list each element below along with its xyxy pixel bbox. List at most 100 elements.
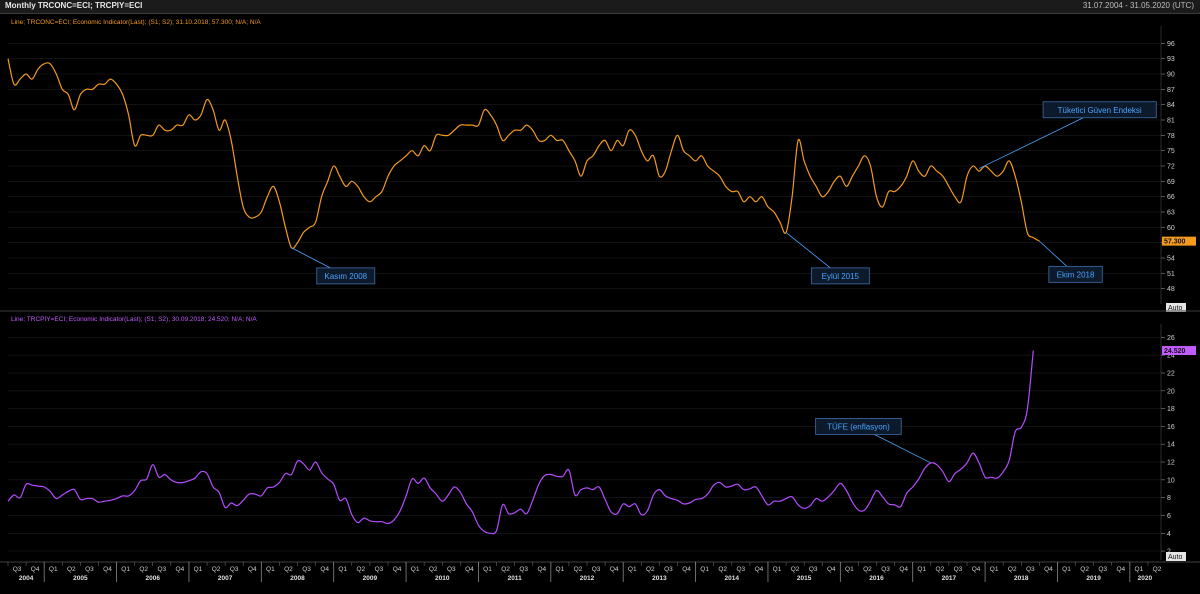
x-quarter-label: Q3 <box>881 566 890 573</box>
x-quarter-label: Q1 <box>338 566 347 573</box>
x-quarter-label: Q2 <box>936 566 945 573</box>
x-quarter-label: Q4 <box>103 566 112 573</box>
y-tick-label: 66 <box>1167 194 1175 201</box>
x-quarter-label: Q1 <box>556 566 565 573</box>
x-quarter-label: Q4 <box>537 566 546 573</box>
x-quarter-label: Q3 <box>85 566 94 573</box>
x-quarter-label: Q2 <box>574 566 583 573</box>
x-year-label: 2007 <box>218 575 233 582</box>
x-quarter-label: Q1 <box>700 566 709 573</box>
x-quarter-label: Q3 <box>230 566 239 573</box>
x-quarter-label: Q3 <box>1098 566 1107 573</box>
x-quarter-label: Q3 <box>809 566 818 573</box>
x-quarter-label: Q2 <box>212 566 221 573</box>
x-quarter-label: Q2 <box>718 566 727 573</box>
x-quarter-label: Q2 <box>429 566 438 573</box>
y-tick-label: 90 <box>1167 72 1175 79</box>
annotation-box[interactable] <box>1048 265 1103 283</box>
x-quarter-label: Q3 <box>592 566 601 573</box>
x-year-label: 2018 <box>1014 575 1029 582</box>
x-year-label: 2006 <box>146 575 161 582</box>
x-quarter-label: Q3 <box>1026 566 1035 573</box>
y-tick-label: 60 <box>1167 225 1175 232</box>
chart-area[interactable]: Line; TRCONC=ECI; Economic Indicator(Las… <box>0 14 1200 594</box>
consumer-confidence-panel: Line; TRCONC=ECI; Economic Indicator(Las… <box>7 19 1196 312</box>
x-quarter-label: Q4 <box>682 566 691 573</box>
x-year-label: 2010 <box>435 575 450 582</box>
y-tick-label: 96 <box>1167 41 1175 48</box>
x-quarter-label: Q2 <box>501 566 510 573</box>
last-value-badge <box>1162 346 1196 356</box>
x-quarter-label: Q1 <box>917 566 926 573</box>
y-tick-label: 20 <box>1167 388 1175 395</box>
x-quarter-label: Q4 <box>465 566 474 573</box>
annotation-box[interactable] <box>810 267 870 285</box>
annotation-label: Eylül 2015 <box>822 272 860 281</box>
x-quarter-label: Q4 <box>393 566 402 573</box>
x-quarter-label: Q1 <box>121 566 130 573</box>
annotation-label: TÜFE (enflasyon) <box>827 422 890 431</box>
x-year-label: 2011 <box>508 575 522 582</box>
x-quarter-label: Q1 <box>990 566 999 573</box>
x-year-label: 2020 <box>1138 575 1153 582</box>
x-quarter-label: Q1 <box>628 566 637 573</box>
x-quarter-label: Q4 <box>31 566 40 573</box>
y-tick-label: 72 <box>1167 164 1175 171</box>
x-quarter-label: Q2 <box>1153 566 1162 573</box>
x-quarter-label: Q4 <box>899 566 908 573</box>
x-axis: Q3 Q4 Q1 Q2 Q3 Q4 Q1 Q2 Q3 Q4 Q1 Q2 Q3 Q4 Q1 Q2 Q3 Q4 Q1 Q2… <box>0 561 1200 582</box>
auto-scale-button[interactable] <box>1166 303 1186 312</box>
x-quarter-label: Q2 <box>357 566 366 573</box>
x-quarter-label: Q2 <box>139 566 148 573</box>
chart-background <box>0 14 1200 594</box>
grid <box>8 43 1160 289</box>
y-tick-label: 81 <box>1167 118 1175 125</box>
y-tick-label: 14 <box>1167 442 1175 449</box>
y-tick-label: 24 <box>1167 353 1175 360</box>
legend-consumer-confidence: Line; TRCONC=ECI; Economic Indicator(Las… <box>11 19 261 26</box>
x-quarter-label: Q4 <box>755 566 764 573</box>
y-tick-label: 8 <box>1167 495 1171 502</box>
x-quarter-label: Q1 <box>773 566 782 573</box>
x-quarter-label: Q4 <box>320 566 329 573</box>
annotation-label: Ekim 2018 <box>1057 270 1095 279</box>
x-quarter-label: Q2 <box>284 566 293 573</box>
annotation-box[interactable] <box>815 418 902 435</box>
y-tick-label: 48 <box>1167 286 1175 293</box>
annotations: Kasım 2008 Eylül 2015 Ekim 2018 Tüketici Gü… <box>291 101 1157 285</box>
annotation-label: Tüketici Güven Endeksi <box>1058 106 1142 115</box>
x-quarter-label: Q1 <box>845 566 854 573</box>
x-quarter-label: Q2 <box>1008 566 1017 573</box>
y-tick-label: 26 <box>1167 335 1175 342</box>
x-year-label: 2014 <box>725 575 740 582</box>
x-quarter-label: Q2 <box>646 566 655 573</box>
y-tick-label: 93 <box>1167 56 1175 63</box>
x-quarter-label: Q1 <box>194 566 203 573</box>
x-year-label: 2004 <box>19 575 34 582</box>
x-quarter-label: Q4 <box>176 566 185 573</box>
y-tick-label: 87 <box>1167 87 1175 94</box>
y-tick-label: 22 <box>1167 370 1175 377</box>
x-quarter-label: Q4 <box>972 566 981 573</box>
y-tick-label: 10 <box>1167 477 1175 484</box>
x-quarter-label: Q2 <box>863 566 872 573</box>
x-quarter-label: Q4 <box>1044 566 1053 573</box>
x-quarter-label: Q2 <box>791 566 800 573</box>
auto-scale-button[interactable] <box>1166 552 1186 561</box>
x-quarter-label: Q1 <box>1062 566 1071 573</box>
consumer-confidence-line[interactable] <box>7 58 1040 250</box>
last-value-label: 57.300 <box>1164 239 1186 246</box>
x-quarter-label: Q4 <box>827 566 836 573</box>
inflation-panel: Line; TRCPIY=ECI; Economic Indicator(Las… <box>7 316 1196 561</box>
x-quarter-label: Q3 <box>157 566 166 573</box>
inflation-line[interactable] <box>7 350 1034 535</box>
annotation-box[interactable] <box>1042 101 1157 119</box>
last-value-label: 24.520 <box>1164 348 1186 355</box>
annotation-box[interactable] <box>316 267 376 285</box>
x-quarter-label: Q1 <box>483 566 492 573</box>
x-quarter-label: Q3 <box>664 566 673 573</box>
annotation-leader <box>978 109 1100 169</box>
x-year-label: 2019 <box>1086 575 1101 582</box>
x-quarter-label: Q3 <box>954 566 963 573</box>
x-quarter-label: Q2 <box>1080 566 1089 573</box>
